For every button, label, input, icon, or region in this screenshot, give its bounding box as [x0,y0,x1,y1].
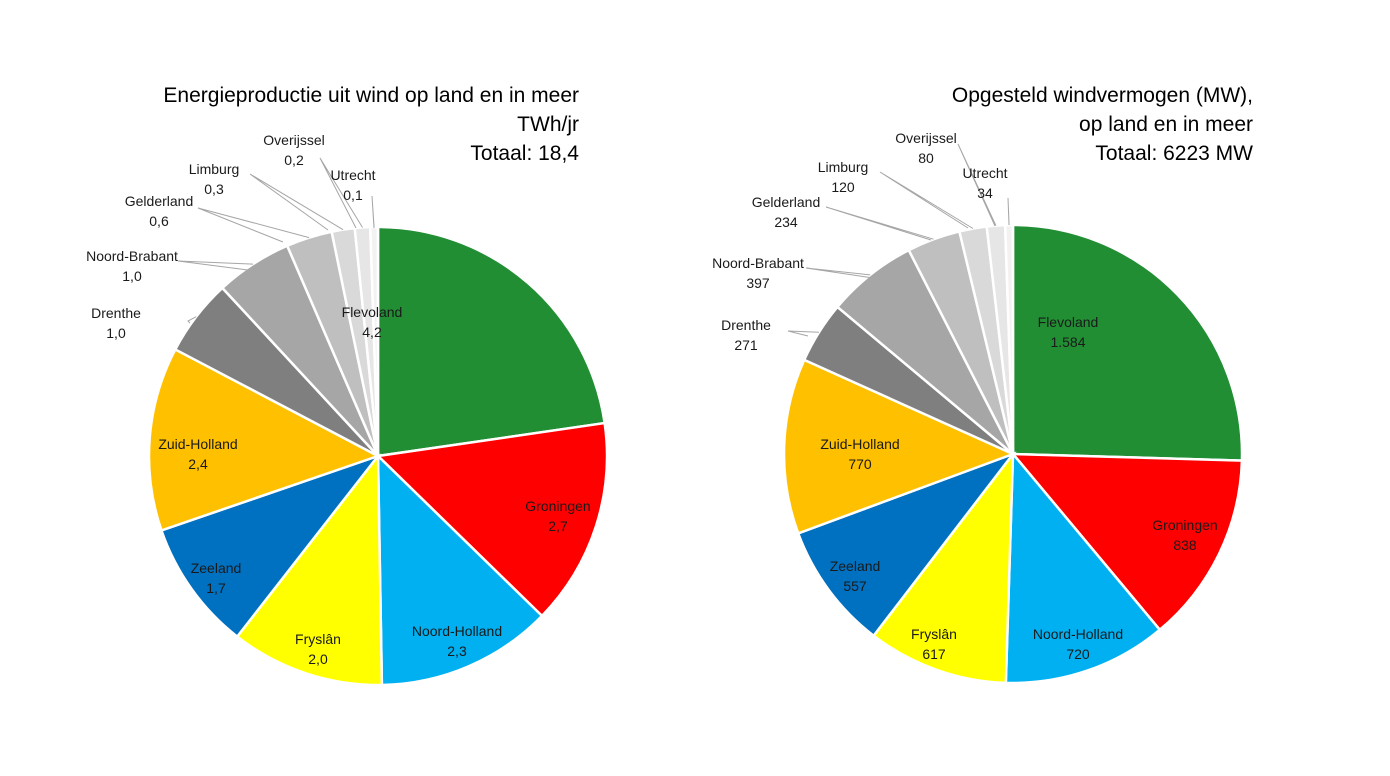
slice-value-limburg: 0,3 [204,181,224,197]
leader-line-gelderland [197,207,310,243]
slice-label-drenthe: Drenthe [721,317,771,333]
slice-value-flevoland: 4,2 [362,324,382,340]
pie-slice-groningen [375,421,609,618]
slice-label-groningen: Groningen [525,498,590,514]
slice-value-utrecht: 0,1 [343,187,363,203]
slice-label-utrecht: Utrecht [962,165,1007,181]
slice-label-limburg: Limburg [818,159,869,175]
slice-value-fryslan: 617 [922,646,946,662]
pie-chart-energy-production: Energieproductie uit wind op land en in … [86,81,609,687]
slice-value-overijssel: 80 [918,150,934,166]
slice-label-zuid-holland: Zuid-Holland [820,436,899,452]
pie-slice-zuid-holland [782,358,1017,535]
chart-title-line-2: op land en in meer [1079,113,1253,136]
leader-line-utrecht [1007,197,1010,226]
leader-line-limburg [879,171,974,229]
slice-value-zeeland: 557 [843,578,867,594]
slice-value-overijssel: 0,2 [284,152,304,168]
pie-slice-flevoland [1011,223,1244,462]
slice-label-noord-holland: Noord-Holland [412,623,502,639]
slice-label-noord-brabant: Noord-Brabant [712,255,804,271]
pie-slice-noord-holland [376,452,544,687]
slice-label-zeeland: Zeeland [830,558,881,574]
slice-label-drenthe: Drenthe [91,305,141,321]
leader-line-drenthe [787,330,820,337]
pie-svg: Flevoland 4,2 Groningen 2,7 Noord-Holland 2,3… [86,132,609,687]
chart-title-line-3: Totaal: 6223 MW [1095,142,1253,165]
leader-line-utrecht [371,195,375,229]
slice-value-zuid-holland: 770 [848,456,872,472]
slice-label-zeeland: Zeeland [191,560,242,576]
slice-label-gelderland: Gelderland [752,194,821,210]
slice-label-noord-brabant: Noord-Brabant [86,248,178,264]
slice-value-noord-brabant: 397 [746,275,770,291]
slice-value-gelderland: 234 [774,214,798,230]
leader-line-limburg [249,173,344,231]
pie-slice-utrecht [1003,223,1015,455]
slice-label-groningen: Groningen [1152,517,1217,533]
slice-label-fryslan: Fryslân [911,626,957,642]
slice-value-flevoland: 1.584 [1050,334,1085,350]
slice-label-overijssel: Overijssel [895,130,956,146]
chart-title-line-1: Energieproductie uit wind op land en in … [163,84,579,107]
leader-line-drenthe [187,316,197,324]
slice-value-drenthe: 1,0 [106,325,126,341]
pie-chart-installed-capacity: Opgesteld windvermogen (MW), op land en … [695,0,1390,776]
pie-slice-noord-holland [1004,450,1162,685]
leader-line-noord-brabant [177,260,254,271]
slice-value-groningen: 838 [1173,537,1197,553]
pie-slice-zeeland [159,453,382,639]
slice-label-limburg: Limburg [189,161,240,177]
slice-value-limburg: 120 [831,179,855,195]
slice-label-zuid-holland: Zuid-Holland [158,436,237,452]
leader-line-overijssel [319,157,363,229]
pie-slice-groningen [1010,452,1244,632]
pie-slice-zeeland [796,451,1017,638]
pie-slice-zuid-holland [147,347,382,533]
slice-label-flevoland: Flevoland [1038,314,1099,330]
slice-label-fryslan: Fryslân [295,631,341,647]
pie-slice-flevoland [376,225,607,458]
pie-slice-fryslan [871,450,1015,685]
chart-title: Opgesteld windvermogen (MW), op land en … [952,81,1253,168]
leader-line-noord-brabant [805,267,874,279]
slice-value-utrecht: 34 [977,185,993,201]
pie-slice-fryslan [235,452,384,687]
chart-title: Energieproductie uit wind op land en in … [163,81,579,168]
chart-title-line-1: Opgesteld windvermogen (MW), [951,84,1253,107]
slice-value-fryslan: 2,0 [308,651,328,667]
chart-title-line-3: Totaal: 18,4 [470,142,579,165]
slice-label-gelderland: Gelderland [125,193,194,209]
slice-value-noord-brabant: 1,0 [122,268,142,284]
leader-line-overijssel [957,143,997,227]
slice-label-overijssel: Overijssel [263,132,324,148]
leader-line-gelderland [825,206,934,241]
slice-value-drenthe: 271 [734,337,758,353]
slice-label-utrecht: Utrecht [330,167,375,183]
slice-value-noord-holland: 2,3 [447,643,467,659]
slice-label-noord-holland: Noord-Holland [1033,626,1123,642]
slice-value-groningen: 2,7 [548,518,568,534]
slice-value-zuid-holland: 2,4 [188,456,208,472]
slice-value-zeeland: 1,7 [206,580,226,596]
slice-value-gelderland: 0,6 [149,213,169,229]
slice-value-noord-holland: 720 [1066,646,1090,662]
pie-svg: Flevoland 1.584 Groningen 838 Noord-Holland 7… [712,130,1244,685]
chart-title-line-2: TWh/jr [517,113,579,136]
slice-label-flevoland: Flevoland [342,304,403,320]
